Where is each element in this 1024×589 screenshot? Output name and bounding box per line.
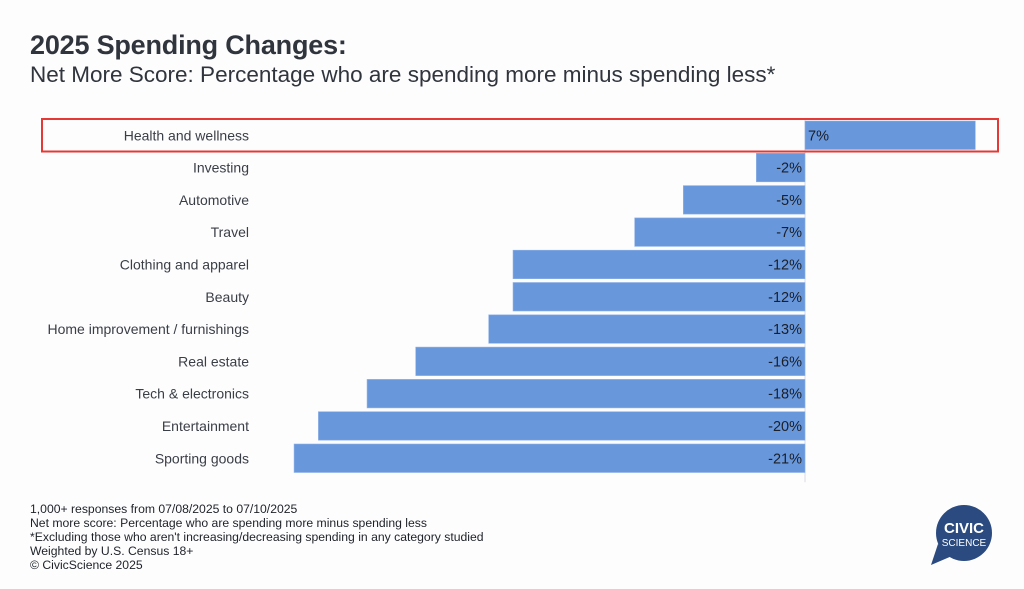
civicscience-logo: CIVIC SCIENCE	[931, 505, 992, 565]
footnote-definition: Net more score: Percentage who are spend…	[30, 515, 427, 530]
data-label: -21%	[768, 451, 802, 467]
category-label: Tech & electronics	[135, 386, 249, 402]
data-label: -12%	[768, 257, 802, 273]
category-label: Real estate	[178, 353, 249, 369]
category-label: Travel	[211, 224, 249, 240]
logo-text-civic: CIVIC	[944, 520, 984, 537]
bar-home-improvement-furnishings	[488, 314, 806, 344]
data-label: -16%	[768, 354, 802, 370]
category-label: Automotive	[179, 192, 249, 208]
bar-beauty	[512, 282, 806, 312]
bar-real-estate	[415, 346, 806, 376]
category-label: Home improvement / furnishings	[47, 321, 249, 337]
data-label: -13%	[768, 322, 802, 338]
footnote-responses: 1,000+ responses from 07/08/2025 to 07/1…	[30, 502, 298, 516]
category-label: Entertainment	[162, 418, 249, 434]
bars-group	[293, 120, 976, 473]
footnotes: 1,000+ responses from 07/08/2025 to 07/1…	[30, 502, 484, 573]
data-label: -7%	[776, 225, 802, 241]
bar-travel	[634, 217, 806, 247]
labels-group: Health and wellness 7% Investing -2% Automot…	[47, 127, 829, 467]
bar-tech-electronics	[366, 379, 806, 409]
category-label: Beauty	[205, 289, 249, 305]
data-label: -12%	[768, 290, 802, 306]
category-label: Investing	[193, 160, 249, 176]
data-label: 7%	[808, 128, 829, 144]
footnote-weighting: Weighted by U.S. Census 18+	[30, 543, 194, 558]
bar-automotive	[683, 185, 806, 215]
chart-subtitle: Net More Score: Percentage who are spend…	[30, 62, 776, 87]
footnote-exclusion: *Excluding those who aren't increasing/d…	[30, 529, 484, 544]
speech-bubble-icon	[931, 505, 992, 565]
footnote-copyright: © CivicScience 2025	[30, 557, 143, 572]
category-label: Sporting goods	[155, 450, 249, 466]
category-label: Health and wellness	[124, 127, 249, 143]
logo-text-science: SCIENCE	[942, 538, 987, 549]
data-label: -18%	[768, 387, 802, 403]
bar-clothing-and-apparel	[512, 249, 806, 279]
chart-title: 2025 Spending Changes:	[30, 30, 347, 60]
bar-entertainment	[318, 411, 806, 441]
category-label: Clothing and apparel	[120, 256, 249, 272]
data-label: -2%	[776, 161, 802, 177]
data-label: -20%	[768, 419, 802, 435]
bar-health-and-wellness	[804, 120, 976, 150]
data-label: -5%	[776, 193, 802, 209]
bar-investing	[756, 153, 806, 183]
bar-sporting-goods	[293, 443, 806, 473]
highlight-box	[41, 118, 999, 153]
